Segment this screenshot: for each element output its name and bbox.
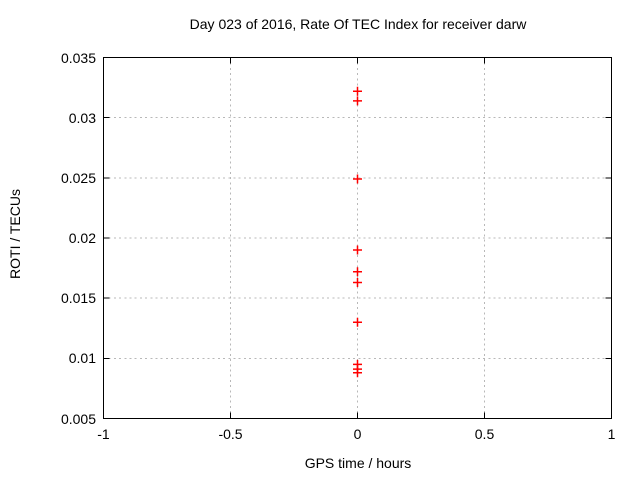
y-tick-label: 0.005 [60, 410, 96, 427]
y-tick-label: 0.02 [68, 230, 96, 246]
y-tick-label: 0.025 [60, 169, 96, 186]
chart-title: Day 023 of 2016, Rate Of TEC Index for r… [189, 16, 527, 32]
data-point-marker [353, 96, 362, 106]
x-tick-label: 0.5 [474, 426, 495, 442]
x-tick-label: -1 [97, 426, 110, 442]
y-tick-label: 0.01 [68, 350, 96, 367]
data-point-marker [353, 368, 362, 378]
y-tick-label: 0.035 [60, 49, 96, 66]
data-point-marker [353, 174, 362, 184]
y-tick-label: 0.03 [68, 109, 96, 126]
x-tick-label: -0.5 [218, 426, 243, 442]
y-tick-label: 0.015 [60, 290, 96, 307]
data-point-marker [353, 317, 362, 327]
data-point-marker [353, 278, 362, 288]
data-point-marker [353, 267, 362, 277]
x-tick-label: 1 [607, 426, 616, 442]
data-point-marker [353, 245, 362, 255]
x-tick-label: 0 [353, 426, 362, 442]
data-point-marker [353, 86, 362, 96]
x-axis-label: GPS time / hours [304, 455, 412, 471]
